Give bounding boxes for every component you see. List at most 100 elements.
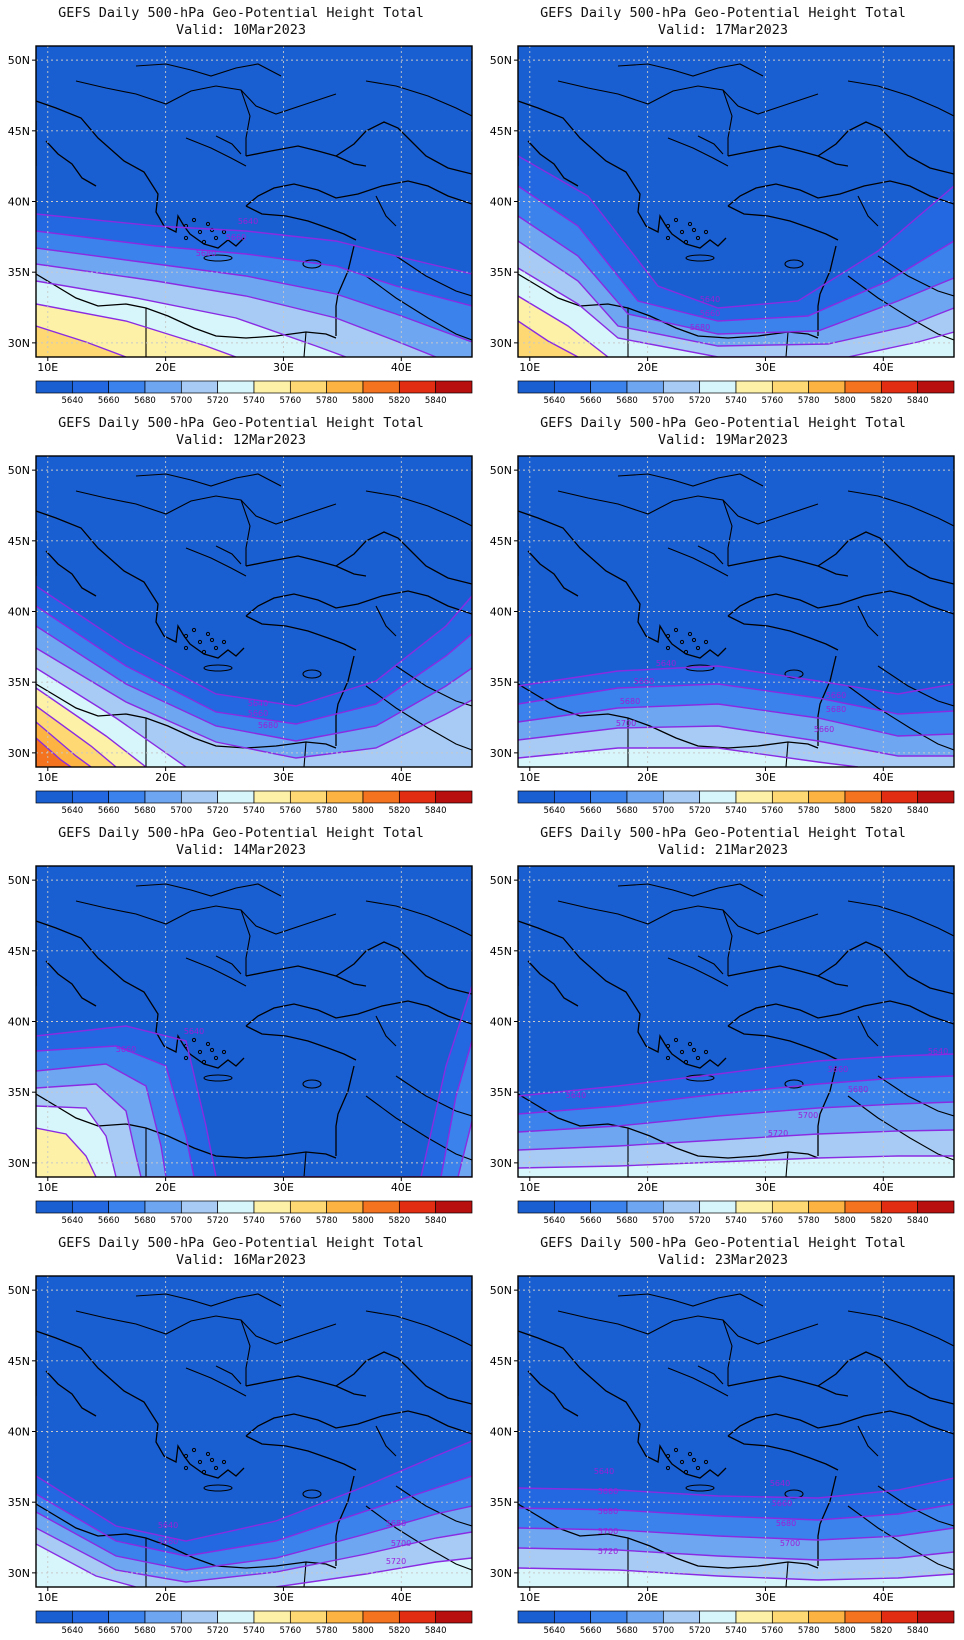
contour-label: 5700 xyxy=(598,1527,618,1536)
island xyxy=(191,1037,197,1043)
colorbar: 5640 5660 5680 5700 5720 5740 5760 5780 5800 5820… xyxy=(35,380,473,406)
colorbar-label: 5700 xyxy=(653,806,675,816)
lon-label: 20E xyxy=(637,771,658,784)
colorbar-label: 5720 xyxy=(207,806,229,816)
lat-label: 45N xyxy=(490,125,512,138)
contour-line xyxy=(36,1440,472,1542)
island xyxy=(665,235,671,241)
country-border xyxy=(857,1425,879,1457)
coastline xyxy=(335,941,472,995)
colorbar-swatch xyxy=(699,790,737,804)
country-border xyxy=(785,1561,789,1587)
panel-title: GEFS Daily 500-hPa Geo-Potential Height … xyxy=(58,415,424,431)
colorbar-swatch xyxy=(662,1610,701,1624)
country-border xyxy=(557,490,819,525)
contour-line xyxy=(518,1101,954,1133)
island xyxy=(213,235,219,241)
contour-label: 5680 xyxy=(776,1519,796,1528)
island xyxy=(205,221,211,227)
colorbar-label: 5680 xyxy=(134,1216,156,1226)
colorbar: 5640 5660 5680 5700 5720 5740 5760 5780 5800 5820… xyxy=(35,1200,473,1226)
map-panel-14mar: GEFS Daily 500-hPa Geo-Potential Height … xyxy=(0,820,482,1230)
country-border xyxy=(667,1367,729,1397)
colorbar-label: 5640 xyxy=(62,1626,84,1636)
colorbar-label: 5780 xyxy=(316,806,338,816)
colorbar-swatch xyxy=(590,380,628,394)
contour-label: 5660 xyxy=(826,691,846,700)
colorbar-label: 5820 xyxy=(871,1626,893,1636)
colorbar-label: 5800 xyxy=(352,1626,374,1636)
country-border xyxy=(785,1151,789,1177)
island xyxy=(213,1055,219,1061)
colorbar-label: 5840 xyxy=(425,1216,447,1226)
contour-line xyxy=(36,647,472,759)
colorbar-label: 5800 xyxy=(352,396,374,406)
contour-label: 5660 xyxy=(248,709,268,718)
colorbar-swatch xyxy=(662,790,701,804)
country-border xyxy=(847,80,954,117)
colorbar-label: 5640 xyxy=(544,1216,566,1226)
colorbar-swatch xyxy=(217,1200,255,1214)
coastline xyxy=(335,1065,355,1156)
contour-label: 5640 xyxy=(770,1479,790,1488)
colorbar-swatch xyxy=(880,1200,919,1214)
island xyxy=(209,1047,215,1053)
lon-label: 40E xyxy=(873,1591,894,1604)
colorbar-swatch xyxy=(844,1200,882,1214)
lon-label: 10E xyxy=(37,771,58,784)
coastline xyxy=(245,1435,357,1471)
lat-label: 35N xyxy=(8,676,30,689)
country-border xyxy=(697,955,724,975)
contour-label: 5660 xyxy=(814,725,834,734)
plot-layers: 5640 5660 5680 5700 5720 xyxy=(36,1276,472,1587)
lon-label: 20E xyxy=(155,771,176,784)
colorbar-label: 5640 xyxy=(544,396,566,406)
country-border xyxy=(75,1310,337,1345)
colorbar-label: 5660 xyxy=(580,1216,602,1226)
lat-label: 30N xyxy=(8,1157,30,1170)
colorbar-swatch xyxy=(517,1200,555,1214)
lat-label: 30N xyxy=(8,337,30,350)
coastline xyxy=(817,1475,837,1566)
lat-label: 35N xyxy=(490,1496,512,1509)
country-border xyxy=(617,473,764,487)
panel-valid-date: Valid: 12Mar2023 xyxy=(175,432,307,448)
lat-label: 45N xyxy=(8,945,30,958)
colorbar-swatch xyxy=(844,1610,882,1624)
island xyxy=(665,1453,671,1459)
colorbar-swatch xyxy=(253,790,291,804)
island-cyprus xyxy=(784,1079,804,1089)
lon-label: 20E xyxy=(637,1181,658,1194)
height-band-fill xyxy=(36,648,472,767)
coastline xyxy=(36,941,97,1007)
contour-line xyxy=(518,215,954,335)
panel-valid-date: Valid: 14Mar2023 xyxy=(175,842,307,858)
country-border xyxy=(365,1505,472,1571)
plot-layers: 5640 5660 xyxy=(36,866,472,1177)
island-cyprus xyxy=(784,259,804,269)
coastline xyxy=(335,121,472,175)
country-border xyxy=(375,605,397,637)
colorbar-swatch xyxy=(180,1200,219,1214)
colorbar-label: 5700 xyxy=(171,396,193,406)
colorbar-swatch xyxy=(71,1200,110,1214)
contour-label: 5660 xyxy=(634,677,654,686)
height-band-fill xyxy=(276,1558,472,1587)
contour-label: 5640 xyxy=(184,1027,204,1036)
coastline xyxy=(245,1000,472,1027)
map-panel-19mar: GEFS Daily 500-hPa Geo-Potential Height … xyxy=(482,410,964,820)
colorbar-swatch xyxy=(553,1200,592,1214)
lon-label: 10E xyxy=(519,1591,540,1604)
colorbar-swatch xyxy=(362,1200,400,1214)
contour-label: 5680 xyxy=(598,1507,618,1516)
coastline xyxy=(727,1435,839,1471)
contour-label: 5660 xyxy=(226,233,246,242)
contour-line xyxy=(36,667,187,767)
island xyxy=(197,639,203,645)
colorbar-label: 5680 xyxy=(616,396,638,406)
country-border xyxy=(215,135,242,155)
contour-line xyxy=(518,1155,954,1169)
island xyxy=(665,633,671,639)
country-border xyxy=(395,1075,472,1117)
